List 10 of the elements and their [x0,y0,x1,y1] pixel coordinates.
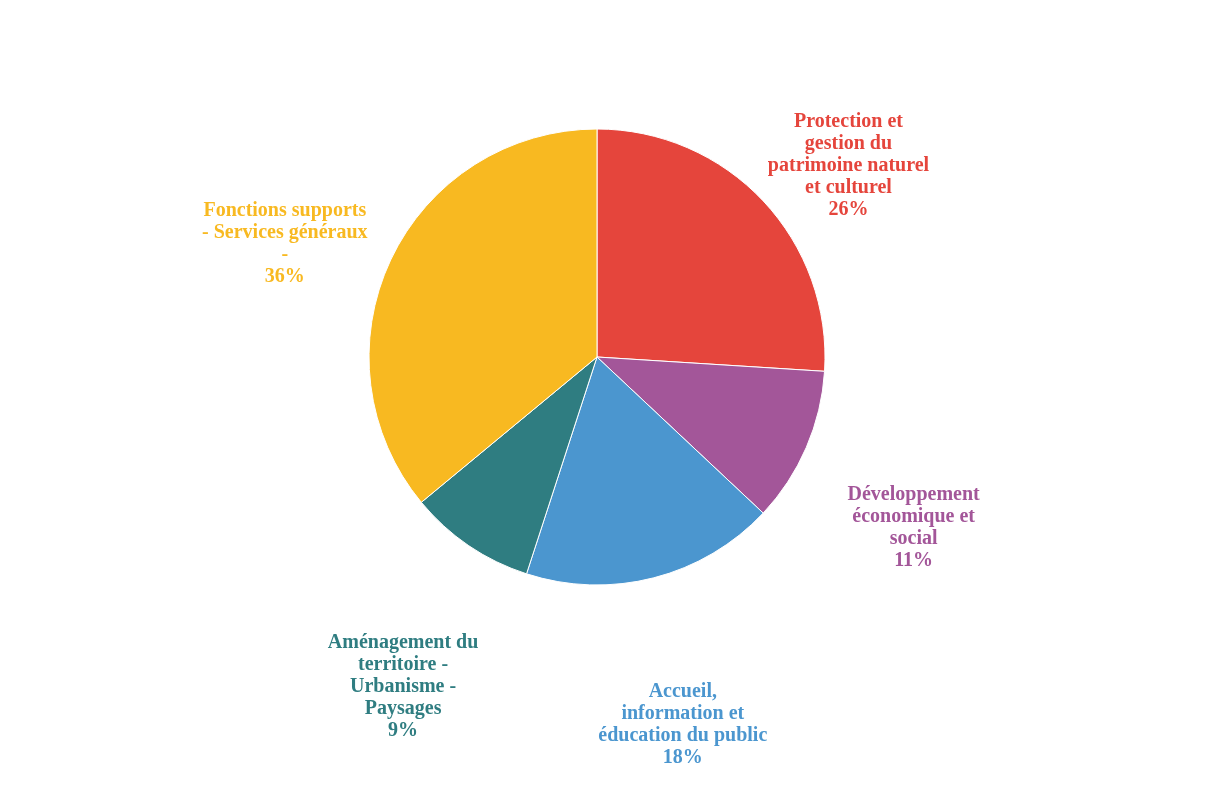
data-label: 36% [264,264,305,287]
data-label: 18% [662,745,703,768]
slice-label: Accueil, information et éducation du public [598,679,768,747]
slice-label: Développement économique et social [847,482,981,549]
slice-label: Fonctions supports - Services généraux - [202,198,368,265]
slice-label: Aménagement du territoire - Urbanisme - Paysages [327,630,479,720]
data-label: 11% [894,548,934,571]
data-label: 26% [828,196,869,219]
slice-label: Protection et gestion du patrimoine naturel et culturel [767,108,930,197]
data-label: 9% [388,718,419,741]
